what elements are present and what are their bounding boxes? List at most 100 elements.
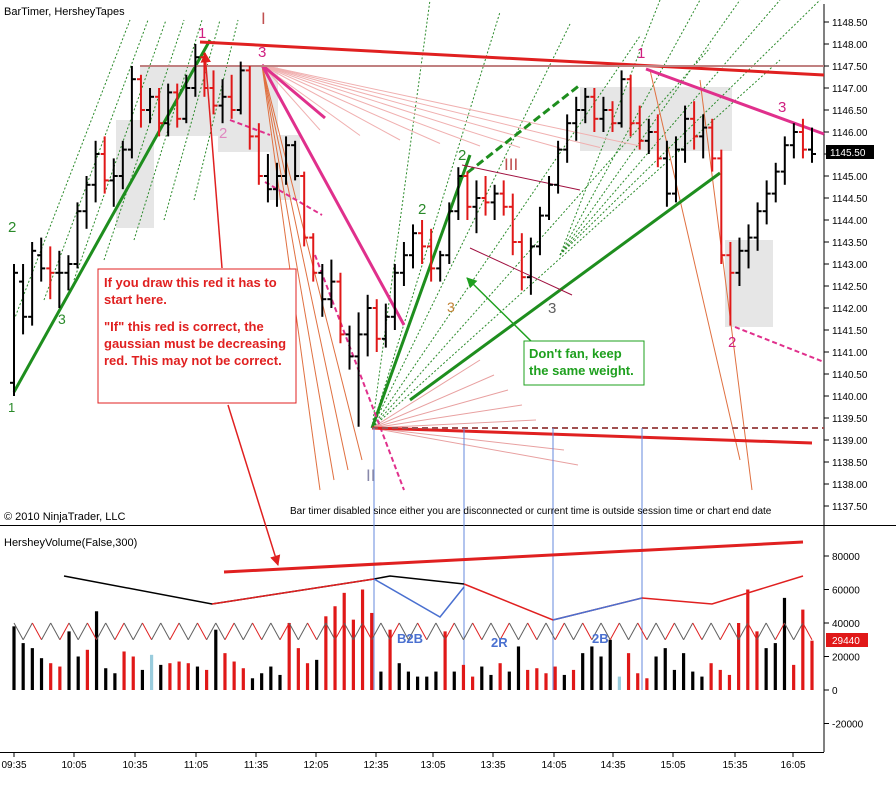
volume-label-2r: 2R xyxy=(491,635,508,650)
last-volume-tag xyxy=(826,633,868,647)
volume-bar xyxy=(113,673,117,690)
fan-line xyxy=(261,64,521,148)
volume-panel-title: HersheyVolume(False,300) xyxy=(4,537,137,549)
volume-zigzag xyxy=(233,622,244,640)
y-tick-label: 1144.00 xyxy=(832,216,868,227)
y-tick-label: 1138.50 xyxy=(832,458,868,469)
wave-label-3-left: 3 xyxy=(58,311,66,327)
volume-bar xyxy=(663,648,667,690)
fan-line xyxy=(261,64,363,461)
x-tick-label: 10:35 xyxy=(122,760,147,771)
fan-line xyxy=(261,64,335,481)
magenta-line xyxy=(645,67,825,136)
volume-overlay-line xyxy=(552,597,643,621)
volume-bar xyxy=(489,674,493,690)
red-note-text: If you draw this red it has to start here… xyxy=(104,275,286,368)
volume-bar xyxy=(177,661,181,690)
volume-bar xyxy=(425,676,429,690)
volume-zigzag xyxy=(132,622,143,640)
volume-bar xyxy=(737,623,741,690)
volume-bar xyxy=(516,646,521,690)
volume-bar xyxy=(12,626,16,690)
volume-zigzag xyxy=(463,622,474,640)
volume-zigzag xyxy=(536,622,547,640)
axis-ticks: 1148.50 1148.00 1147.50 1147.00 1146.50 1146.… xyxy=(1,18,867,771)
y-tick-label: 1147.00 xyxy=(832,84,868,95)
volume-bar xyxy=(76,656,80,690)
volume-zigzag xyxy=(389,622,400,640)
fan-line xyxy=(371,47,711,429)
volume-bar xyxy=(333,606,337,690)
volume-bar xyxy=(681,653,686,690)
y-tick-label: 1141.00 xyxy=(832,348,868,359)
last-price-label: 1145.50 xyxy=(830,148,866,159)
price-bars xyxy=(10,44,816,427)
volume-bar xyxy=(691,671,695,690)
x-tick-label: 10:05 xyxy=(61,760,86,771)
volume-bar xyxy=(39,658,44,690)
volume-bar xyxy=(480,666,484,690)
volume-bar xyxy=(67,631,71,690)
volume-zigzag xyxy=(307,622,318,640)
volume-bar xyxy=(388,629,392,690)
volume-zigzag xyxy=(628,622,639,640)
volume-bar xyxy=(195,666,200,690)
volume-bar xyxy=(269,666,273,690)
volume-bar xyxy=(755,631,759,690)
volume-zigzag xyxy=(96,622,107,640)
volume-zigzag xyxy=(518,622,529,640)
volume-bar xyxy=(617,676,621,690)
volume-zigzag xyxy=(398,622,409,640)
green-trendline xyxy=(457,83,581,182)
volume-zigzag xyxy=(279,622,290,640)
volume-bar xyxy=(626,653,631,690)
copyright-text: © 2010 NinjaTrader, LLC xyxy=(4,511,125,523)
volume-zigzag xyxy=(169,622,180,640)
volume-bar xyxy=(581,653,585,690)
volume-zigzag xyxy=(646,622,657,640)
volume-bar xyxy=(351,619,355,690)
volume-zigzag xyxy=(288,622,299,640)
red-note-box xyxy=(97,268,297,404)
volume-bar xyxy=(544,673,548,690)
volume-bar xyxy=(296,648,300,690)
volume-zigzag xyxy=(105,622,116,640)
volume-bar xyxy=(159,664,163,690)
volume-bar xyxy=(727,674,732,690)
last-price-tag xyxy=(826,145,874,159)
volume-bar xyxy=(590,646,594,690)
fan-line xyxy=(261,64,601,148)
volume-bar xyxy=(287,623,291,690)
volume-zigzag xyxy=(664,622,675,640)
volume-bar xyxy=(370,612,374,690)
volume-bar xyxy=(443,631,447,690)
volume-zigzag xyxy=(187,622,198,640)
volume-bar xyxy=(49,663,53,690)
volume-zigzag xyxy=(123,622,134,640)
volume-bar xyxy=(205,669,209,690)
last-volume-label: 29440 xyxy=(832,636,860,647)
fan-line xyxy=(371,23,571,429)
volume-bar xyxy=(654,656,658,690)
green-note-text: Don't fan, keep the same weight. xyxy=(529,346,634,378)
volume-bar xyxy=(461,664,466,690)
volume-zigzag xyxy=(490,622,501,640)
volume-zigzag xyxy=(444,622,455,640)
fan-line xyxy=(261,64,401,141)
volume-zigzag xyxy=(508,622,519,640)
volume-bar xyxy=(553,666,557,690)
fan-line xyxy=(559,0,661,256)
volume-bar xyxy=(406,671,411,690)
y-tick-label: 1143.50 xyxy=(832,238,868,249)
volume-bar xyxy=(232,661,236,690)
volume-zigzag xyxy=(41,622,52,640)
volume-zigzag xyxy=(591,622,602,640)
volume-bar xyxy=(718,669,722,690)
volume-zigzag xyxy=(50,622,61,640)
volume-zigzag xyxy=(729,622,740,640)
x-tick-label: 14:05 xyxy=(541,760,566,771)
wave-label-2-upper: 2 xyxy=(458,147,466,164)
volume-zigzag xyxy=(197,622,208,640)
volume-bar xyxy=(149,654,154,690)
